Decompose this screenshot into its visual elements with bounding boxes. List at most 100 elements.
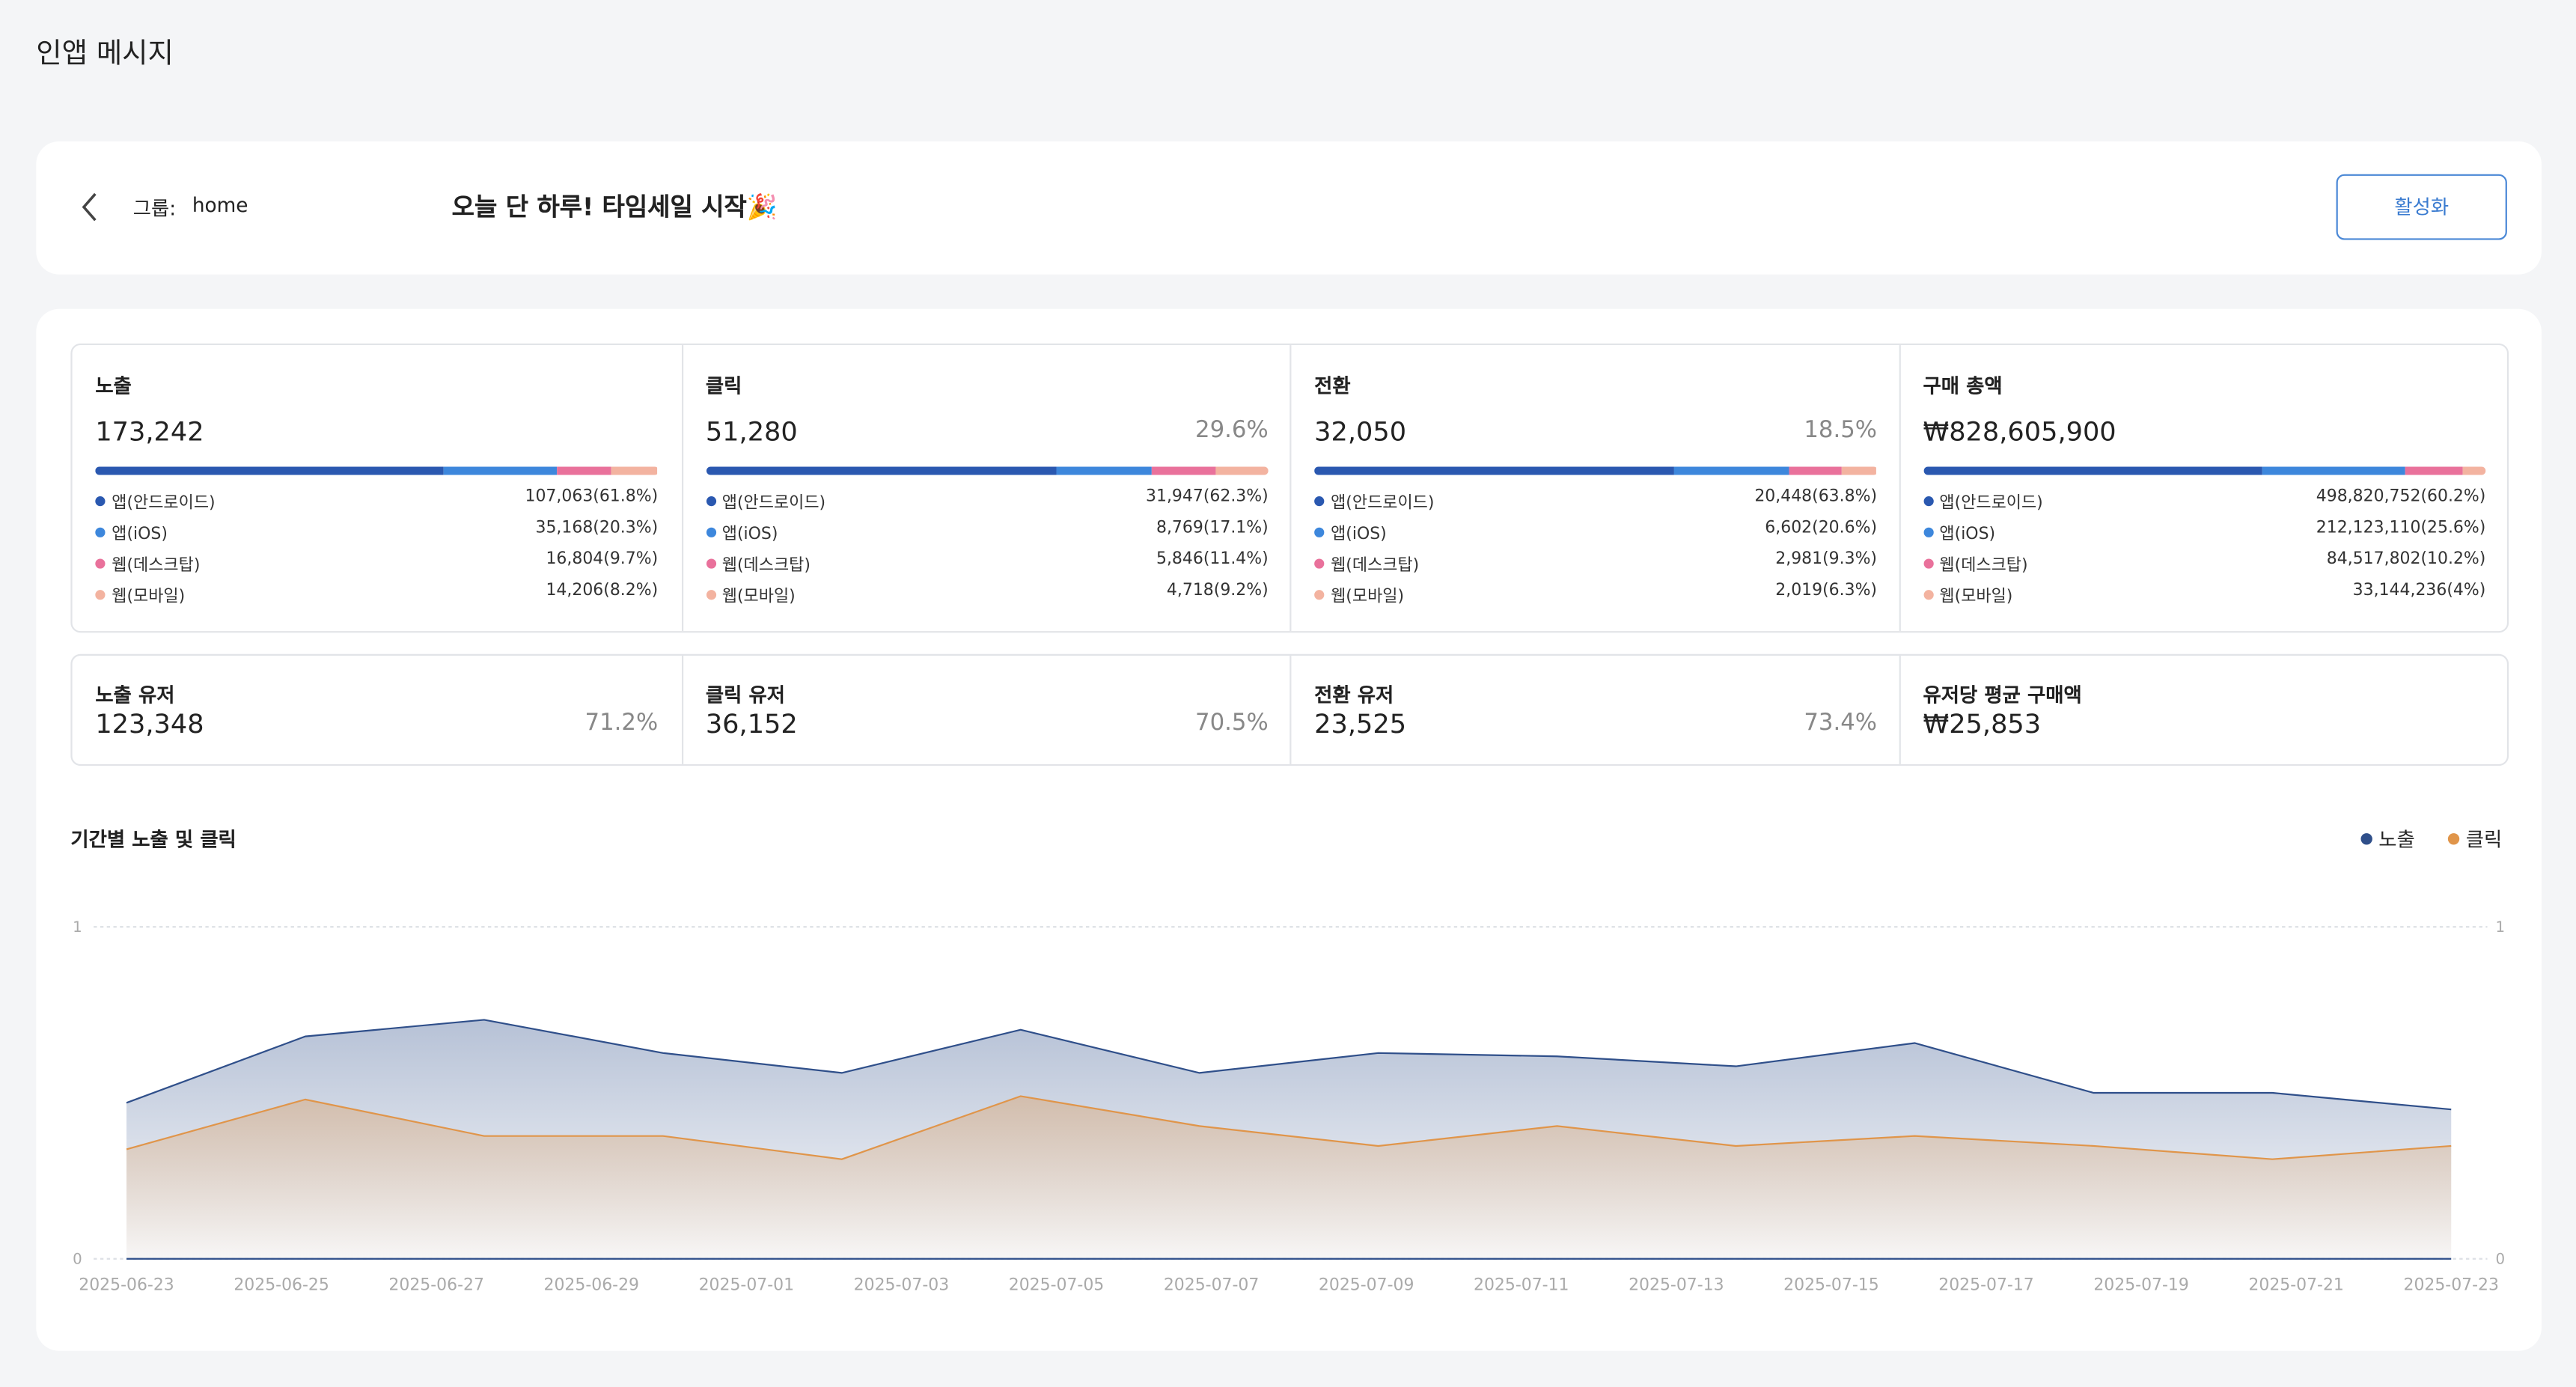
segment-row: 앱(안드로이드) 498,820,752(60.2%) [1923,488,2485,513]
user-value: 23,525 [1314,708,1407,740]
segment-value: 16,804(9.7%) [546,550,659,569]
stat-total: 32,050 [1314,415,1407,448]
segment-value: 20,448(63.8%) [1754,488,1878,507]
group-value: home [192,194,248,217]
segment-value: 2,019(6.3%) [1775,582,1878,600]
x-tick-label: 2025-06-23 [79,1275,174,1294]
segment-name: 웹(데스크탑) [1939,557,2028,576]
stat-title: 구매 총액 [1923,374,2003,398]
stat-title: 전환 [1314,374,1351,398]
x-tick-label: 2025-06-29 [544,1275,639,1294]
segment-dot [95,496,106,507]
y2-tick-label: 1 [2496,918,2506,936]
legend-label: 노출 [2378,828,2415,852]
y-tick-label: 1 [73,918,82,936]
user-cell: 유저당 평균 구매액 ₩25,853 [1898,656,2509,764]
segment-name: 웹(데스크탑) [721,557,811,576]
stat-title: 노출 [95,374,132,398]
segment-value: 8,769(17.1%) [1156,519,1269,537]
stats-grid: 노출 173,242 앱(안드로이드) 107,063(61.8%) 앱(iOS) 35,… [70,343,2509,633]
user-value: 123,348 [95,708,204,740]
stat-total: ₩828,605,900 [1923,415,2116,448]
bar-segment [2262,466,2406,475]
segment-dot [705,496,716,507]
user-title: 유저당 평균 구매액 [1923,683,2082,707]
y2-tick-label: 0 [2496,1250,2506,1267]
x-tick-label: 2025-07-19 [2093,1275,2188,1294]
bar-segment [1673,466,1789,475]
x-tick-label: 2025-06-25 [234,1275,329,1294]
user-cell: 노출 유저 123,348 71.2% [73,656,681,764]
x-tick-label: 2025-07-05 [1009,1275,1104,1294]
user-cell: 전환 유저 23,525 73.4% [1289,656,1900,764]
segment-dot [95,558,106,569]
x-tick-label: 2025-07-15 [1783,1275,1878,1294]
segment-value: 84,517,802(10.2%) [2326,550,2486,569]
user-value: ₩25,853 [1923,708,2042,740]
stat-title: 클릭 [705,374,742,398]
segment-dot [95,590,106,600]
segment-row: 웹(모바일) 2,019(6.3%) [1314,582,1877,606]
bar-segment [1923,466,2262,475]
segment-name: 앱(안드로이드) [1331,494,1435,513]
segment-name: 웹(데스크탑) [112,557,201,576]
back-button[interactable] [79,191,102,224]
segment-row: 앱(iOS) 6,602(20.6%) [1314,519,1877,544]
segment-dot [1314,590,1325,600]
segment-value: 107,063(61.8%) [525,488,659,507]
segment-name: 웹(모바일) [1939,588,2013,607]
x-tick-label: 2025-07-09 [1319,1275,1414,1294]
legend: 노출 클릭 [2360,825,2502,853]
chart-title: 기간별 노출 및 클릭 [70,828,236,852]
line [126,1095,2452,1160]
segment-name: 앱(안드로이드) [112,494,216,513]
segment-row: 웹(데스크탑) 2,981(9.3%) [1314,550,1877,575]
bar-segment [557,466,612,475]
segment-row: 앱(iOS) 35,168(20.3%) [95,519,658,544]
user-title: 전환 유저 [1314,683,1394,707]
user-rate: 70.5% [1195,710,1269,737]
x-tick-label: 2025-07-13 [1629,1275,1724,1294]
user-value: 36,152 [705,708,798,740]
bar-segment [705,466,1057,475]
segment-value: 4,718(9.2%) [1166,582,1269,600]
stacked-bar [1923,466,2486,475]
segment-name: 웹(데스크탑) [1331,557,1420,576]
user-title: 노출 유저 [95,683,175,707]
users-grid: 노출 유저 123,348 71.2% 클릭 유저 36,152 70.5% 전환 유저 23… [70,653,2509,766]
user-rate: 73.4% [1804,710,1878,737]
x-tick-label: 2025-07-21 [2248,1275,2343,1294]
message-card: 그룹: home 오늘 단 하루! 타임세일 시작🎉 활성화 [36,141,2542,275]
segment-value: 33,144,236(4%) [2352,582,2486,600]
user-title: 클릭 유저 [705,683,785,707]
segment-name: 웹(모바일) [112,588,186,607]
stat-rate: 29.6% [1195,417,1269,444]
stacked-bar [95,466,659,475]
segment-dot [705,558,716,569]
segment-value: 498,820,752(60.2%) [2316,488,2486,507]
segment-row: 앱(안드로이드) 20,448(63.8%) [1314,488,1877,513]
legend-dot [2447,833,2460,845]
segment-value: 31,947(62.3%) [1146,488,1269,507]
bar-segment [1314,466,1673,475]
page-title: 인앱 메시지 [36,37,174,71]
segment-row: 웹(모바일) 33,144,236(4%) [1923,582,2485,606]
x-tick-label: 2025-07-01 [699,1275,794,1294]
legend-item: 클릭 [2447,825,2503,853]
segment-row: 웹(모바일) 4,718(9.2%) [705,582,1269,606]
legend-dot [2360,833,2372,845]
legend-label: 클릭 [2465,828,2503,852]
area [126,1096,2452,1259]
bar-segment [1056,466,1153,475]
bar-segment [2405,466,2464,475]
stacked-bar [705,466,1269,475]
stat-cell: 전환 32,050 18.5% 앱(안드로이드) 20,448(63.8%) 앱(iOS)… [1289,345,1900,632]
segment-row: 앱(iOS) 212,123,110(25.6%) [1923,519,2485,544]
activate-button[interactable]: 활성화 [2336,174,2507,240]
segment-dot [1314,527,1325,537]
segment-name: 앱(iOS) [1331,525,1387,544]
x-tick-label: 2025-07-23 [2403,1275,2498,1294]
bar-segment [1841,466,1877,475]
segment-value: 5,846(11.4%) [1156,550,1269,569]
